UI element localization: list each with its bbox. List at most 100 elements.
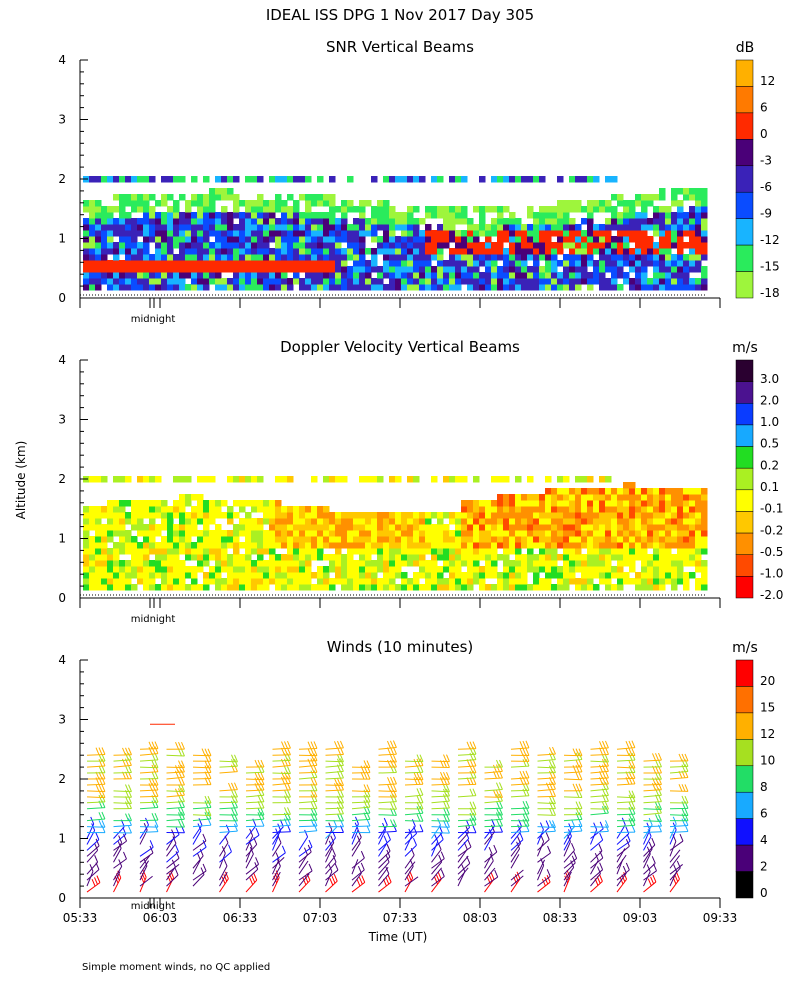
doppler-cell — [197, 554, 204, 561]
snr-cell — [287, 254, 294, 261]
doppler-cell — [539, 554, 546, 561]
snr-cell — [413, 230, 420, 237]
snr-cell — [107, 278, 114, 285]
snr-cell — [629, 260, 636, 267]
wind-barb-flag — [578, 812, 583, 820]
snr-cell — [113, 218, 120, 225]
snr-cell — [335, 278, 342, 285]
doppler-cell — [557, 518, 564, 525]
wind-barb-flag — [128, 813, 132, 821]
snr-cell — [191, 194, 198, 201]
snr-cell — [395, 278, 402, 285]
doppler-cell — [623, 488, 630, 495]
wind-barb-flag — [149, 840, 154, 848]
snr-cell — [287, 218, 294, 225]
colorbar-label: 0 — [760, 886, 768, 900]
doppler-cell — [629, 554, 636, 561]
snr-cell — [251, 176, 258, 183]
doppler-cell — [539, 530, 546, 537]
doppler-cell — [545, 542, 552, 549]
wind-barb-flag — [175, 765, 179, 773]
doppler-cell — [257, 572, 264, 579]
wind-barb-flag — [175, 827, 180, 835]
doppler-cell — [533, 506, 540, 513]
wind-barb-flag — [498, 782, 503, 790]
doppler-cell — [587, 500, 594, 507]
snr-cell — [503, 236, 510, 243]
snr-cell — [239, 212, 246, 219]
doppler-cell — [335, 476, 342, 483]
doppler-cell — [653, 542, 660, 549]
doppler-cell — [143, 536, 150, 543]
snr-cell — [359, 254, 366, 261]
snr-cell — [299, 260, 306, 267]
doppler-cell — [161, 524, 168, 531]
doppler-cell — [323, 572, 330, 579]
snr-cell — [161, 230, 168, 237]
snr-cell — [521, 272, 528, 279]
snr-cell — [83, 224, 90, 231]
wind-barb-flag — [575, 801, 580, 809]
snr-cell — [635, 236, 642, 243]
doppler-cell — [665, 542, 672, 549]
doppler-cell — [317, 506, 324, 513]
snr-cell — [569, 224, 576, 231]
snr-cell — [287, 224, 294, 231]
doppler-cell — [569, 572, 576, 579]
doppler-cell — [689, 512, 696, 519]
wind-barb — [113, 832, 132, 834]
snr-cell — [95, 236, 102, 243]
wind-barb-flag — [446, 772, 450, 780]
doppler-cell — [515, 548, 522, 555]
wind-barb — [669, 849, 681, 863]
doppler-cell — [203, 548, 210, 555]
doppler-cell — [473, 548, 480, 555]
doppler-cell — [629, 482, 636, 489]
wind-barb-flag — [393, 794, 397, 802]
doppler-cell — [245, 566, 252, 573]
snr-cell — [317, 194, 324, 201]
snr-cell — [329, 212, 336, 219]
snr-cell — [347, 248, 354, 255]
snr-cell — [491, 242, 498, 249]
doppler-cell — [317, 530, 324, 537]
doppler-cell — [197, 512, 204, 519]
doppler-cell — [377, 566, 384, 573]
wind-barb — [192, 824, 203, 839]
wind-barb-flag — [390, 819, 394, 827]
doppler-cell — [263, 518, 270, 525]
doppler-cell — [683, 518, 690, 525]
snr-cell — [545, 236, 552, 243]
snr-cell — [581, 176, 588, 183]
doppler-cell — [443, 584, 450, 591]
snr-cell — [413, 254, 420, 261]
doppler-cell — [203, 518, 210, 525]
doppler-cell — [359, 548, 366, 555]
snr-cell — [665, 284, 672, 291]
doppler-cell — [605, 584, 612, 591]
snr-cell — [239, 200, 246, 207]
wind-barb — [669, 855, 681, 869]
wind-barb — [86, 753, 106, 756]
doppler-cell — [407, 548, 414, 555]
wind-barb-flag — [495, 812, 500, 820]
wind-barb — [139, 806, 158, 810]
doppler-cell — [575, 542, 582, 549]
wind-barb — [351, 842, 361, 857]
snr-cell — [509, 236, 516, 243]
doppler-cell — [569, 524, 576, 531]
snr-cell — [155, 212, 162, 219]
wind-barb — [86, 845, 100, 857]
doppler-cell — [557, 512, 564, 519]
snr-cell — [305, 242, 312, 249]
doppler-cell — [611, 542, 618, 549]
snr-cell — [449, 266, 456, 273]
doppler-cell — [623, 542, 630, 549]
snr-cell — [131, 200, 138, 207]
snr-cell — [407, 278, 414, 285]
doppler-cell — [293, 578, 300, 585]
snr-cell — [455, 278, 462, 285]
doppler-cell — [659, 500, 666, 507]
doppler-cell — [437, 572, 444, 579]
doppler-cell — [251, 542, 258, 549]
